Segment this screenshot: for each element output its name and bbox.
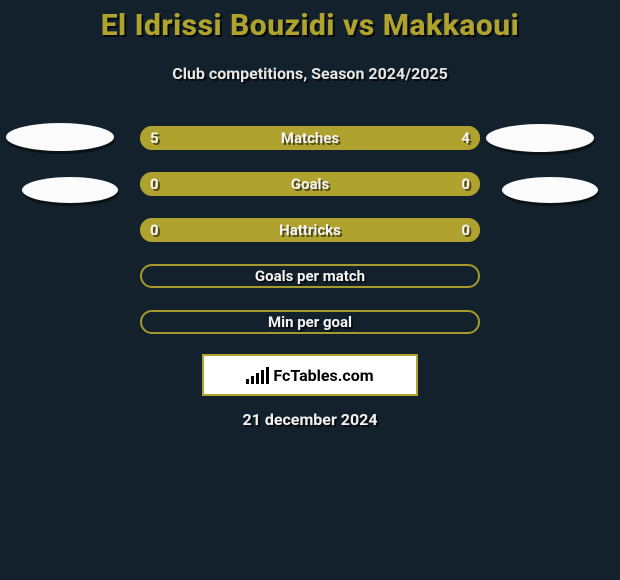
- logo-bars-icon: [246, 366, 269, 384]
- stat-label: Goals per matchGoals per match: [140, 264, 480, 288]
- stat-row-goals: GoalsGoals00 00: [140, 172, 480, 196]
- stat-value-right: 00: [440, 218, 470, 242]
- logo-text: FcTables.com: [273, 366, 373, 385]
- stat-value-left: 00: [150, 218, 180, 242]
- avatar-placeholder-1: [486, 124, 594, 152]
- avatar-placeholder-0: [6, 123, 114, 151]
- subtitle: Club competitions, Season 2024/2025Club …: [0, 64, 620, 83]
- avatar-placeholder-3: [502, 177, 598, 203]
- stat-row-goals-per-match: Goals per matchGoals per match: [140, 264, 480, 288]
- chart-canvas: El Idrissi Bouzidi vs MakkaouiEl Idrissi…: [0, 0, 620, 580]
- stat-label: GoalsGoals: [140, 172, 480, 196]
- stat-label: Min per goalMin per goal: [140, 310, 480, 334]
- page-title: El Idrissi Bouzidi vs MakkaouiEl Idrissi…: [0, 8, 620, 43]
- footer-date: 21 december 202421 december 2024: [0, 410, 620, 429]
- stat-value-left: 00: [150, 172, 180, 196]
- fctables-logo: FcTables.com: [202, 354, 418, 396]
- stat-label: MatchesMatches: [140, 126, 480, 150]
- stat-value-left: 55: [150, 126, 180, 150]
- avatar-placeholder-2: [22, 177, 118, 203]
- stat-row-min-per-goal: Min per goalMin per goal: [140, 310, 480, 334]
- stat-value-right: 44: [440, 126, 470, 150]
- stat-value-right: 00: [440, 172, 470, 196]
- stat-row-hattricks: HattricksHattricks00 00: [140, 218, 480, 242]
- stat-row-matches: MatchesMatches55 44: [140, 126, 480, 150]
- stat-label: HattricksHattricks: [140, 218, 480, 242]
